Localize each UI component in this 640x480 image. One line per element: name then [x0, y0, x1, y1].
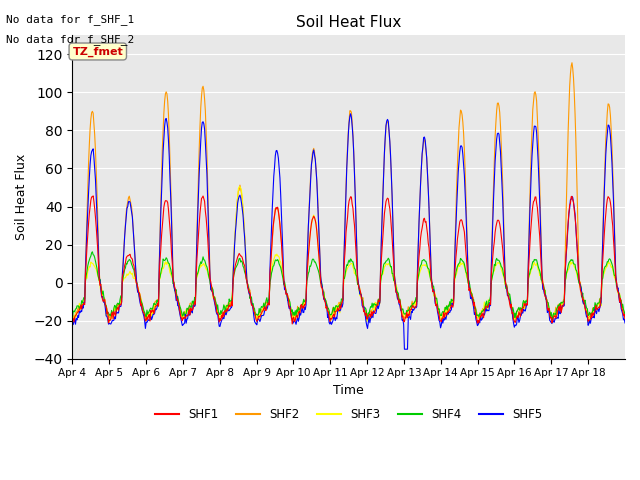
SHF4	[88, 249, 96, 255]
SHF4	[79, 300, 86, 306]
Y-axis label: Soil Heat Flux: Soil Heat Flux	[15, 154, 28, 240]
SHF1	[289, 321, 296, 327]
Legend: SHF1, SHF2, SHF3, SHF4, SHF5: SHF1, SHF2, SHF3, SHF4, SHF5	[150, 403, 547, 426]
SHF1	[136, 295, 144, 300]
SHF3	[105, 321, 113, 326]
SHF4	[192, 276, 200, 282]
SHF1	[434, 306, 442, 312]
SHF1	[621, 316, 629, 322]
SHF3	[434, 302, 442, 308]
Text: TZ_fmet: TZ_fmet	[72, 47, 123, 57]
Line: SHF4: SHF4	[72, 252, 625, 320]
SHF5	[621, 320, 629, 326]
Line: SHF2: SHF2	[72, 63, 625, 320]
SHF4	[221, 310, 229, 316]
SHF1	[90, 193, 97, 199]
Text: No data for f_SHF_2: No data for f_SHF_2	[6, 34, 134, 45]
SHF1	[221, 308, 229, 313]
SHF4	[549, 317, 557, 323]
SHF4	[417, 263, 424, 268]
SHF3	[136, 295, 144, 300]
SHF2	[433, 300, 440, 306]
SHF5	[401, 346, 408, 352]
SHF1	[79, 302, 86, 308]
SHF3	[68, 316, 76, 322]
SHF2	[221, 309, 228, 314]
SHF5	[221, 312, 228, 318]
Line: SHF5: SHF5	[72, 114, 625, 349]
SHF4	[68, 315, 76, 321]
SHF2	[621, 315, 629, 321]
SHF2	[136, 294, 143, 300]
SHF5	[79, 304, 86, 310]
SHF4	[433, 295, 440, 301]
SHF1	[68, 314, 76, 320]
Title: Soil Heat Flux: Soil Heat Flux	[296, 15, 401, 30]
SHF4	[621, 312, 629, 317]
Text: No data for f_SHF_1: No data for f_SHF_1	[6, 14, 134, 25]
SHF2	[68, 312, 76, 317]
SHF2	[191, 298, 199, 303]
SHF5	[434, 309, 442, 314]
X-axis label: Time: Time	[333, 384, 364, 397]
SHF1	[192, 273, 200, 279]
SHF3	[192, 278, 200, 284]
SHF2	[79, 300, 86, 305]
SHF3	[221, 309, 229, 315]
SHF5	[136, 295, 143, 301]
SHF5	[68, 319, 76, 324]
SHF2	[253, 317, 260, 323]
SHF5	[417, 166, 425, 171]
SHF3	[236, 184, 243, 190]
SHF4	[136, 294, 144, 300]
SHF1	[417, 229, 425, 235]
SHF3	[621, 316, 629, 322]
SHF5	[191, 302, 199, 308]
Line: SHF3: SHF3	[72, 187, 625, 324]
SHF5	[347, 111, 355, 117]
Line: SHF1: SHF1	[72, 196, 625, 324]
SHF3	[79, 302, 86, 308]
SHF2	[417, 182, 424, 188]
SHF2	[568, 60, 576, 66]
SHF3	[417, 266, 425, 272]
